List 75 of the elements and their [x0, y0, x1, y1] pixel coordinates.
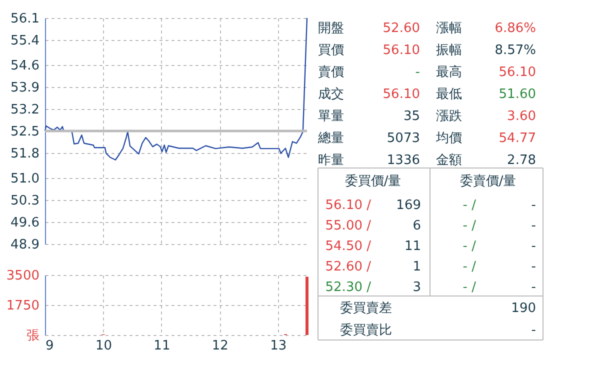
y-tick-label: 55.4	[10, 33, 40, 48]
y-tick-label: 51.8	[10, 146, 40, 162]
x-tick-label: 9	[46, 338, 54, 354]
x-tick-label: 11	[154, 338, 170, 354]
line-series	[44, 17, 308, 160]
text: 54.50 /	[325, 239, 372, 254]
text: 昨量	[318, 153, 344, 168]
text: 56.10	[382, 43, 420, 58]
text: 開盤	[318, 21, 344, 36]
text: 漲跌	[436, 109, 462, 124]
y-tick-label: 53.2	[10, 102, 40, 118]
text: 6	[412, 218, 421, 234]
text: 51.60	[498, 87, 536, 102]
y-tick-label: 張	[26, 328, 40, 344]
text: 52.60	[382, 21, 420, 36]
text: 振幅	[436, 43, 462, 58]
text: -	[531, 198, 536, 213]
y-tick-label: 1750	[6, 298, 40, 314]
y-tick-label: 56.1	[10, 12, 40, 26]
x-tick-label: 10	[95, 338, 112, 354]
text: - /	[462, 280, 477, 295]
y-tick-label: 50.3	[10, 194, 40, 209]
x-tick-label: 12	[212, 338, 228, 354]
y-tick-label: 3500	[6, 268, 40, 284]
text: 總量	[317, 131, 344, 146]
text: 6.86%	[494, 21, 536, 36]
text: 委賣價/量	[460, 174, 516, 189]
text: -	[531, 280, 536, 295]
text: 169	[396, 198, 421, 213]
text: 35	[403, 109, 420, 124]
y-tick-label: 51.0	[10, 172, 40, 187]
text: - /	[462, 239, 477, 254]
text: 單量	[318, 109, 344, 124]
text: 最高	[436, 64, 462, 80]
text: 漲幅	[436, 21, 462, 36]
text: 56.10	[498, 65, 536, 80]
text: 成交	[318, 86, 344, 102]
text: -	[531, 260, 536, 274]
y-tick-label: 53.9	[10, 80, 40, 96]
y-tick-label: 48.9	[10, 238, 40, 252]
bar	[306, 276, 308, 335]
text: 買價	[318, 43, 344, 58]
text: 委買價/量	[344, 174, 402, 189]
text: - /	[462, 260, 477, 274]
text: 11	[404, 239, 421, 254]
text: 委買賣差	[340, 301, 392, 316]
text: 190	[511, 301, 536, 316]
text: 1336	[386, 153, 420, 168]
y-tick-label: 49.6	[10, 216, 40, 231]
text: 最低	[436, 87, 462, 102]
text: 56.10 /	[325, 198, 372, 213]
y-tick-label: 54.6	[10, 58, 40, 74]
text: 金額	[436, 153, 462, 168]
text: 52.30 /	[325, 280, 372, 295]
text: -	[531, 323, 536, 338]
text: -	[531, 218, 536, 234]
text: 56.10	[382, 87, 420, 102]
x-tick-label: 13	[270, 338, 287, 354]
text: 委買賣比	[340, 323, 392, 338]
text: 2.78	[507, 153, 536, 168]
text: 55.00 /	[325, 218, 372, 234]
text: - /	[462, 198, 477, 213]
text: 賣價	[318, 65, 344, 80]
text: 3	[412, 280, 421, 295]
text: - /	[462, 218, 477, 234]
text: 52.60 /	[325, 260, 372, 274]
text: 均價	[435, 131, 462, 146]
text: 54.77	[498, 131, 536, 146]
text: 5073	[386, 131, 420, 146]
text: 1	[412, 260, 421, 274]
text: -	[531, 239, 536, 254]
text: 3.60	[507, 109, 536, 124]
text: -	[415, 65, 420, 80]
text: 8.57%	[494, 43, 536, 58]
y-tick-label: 52.5	[10, 124, 40, 140]
